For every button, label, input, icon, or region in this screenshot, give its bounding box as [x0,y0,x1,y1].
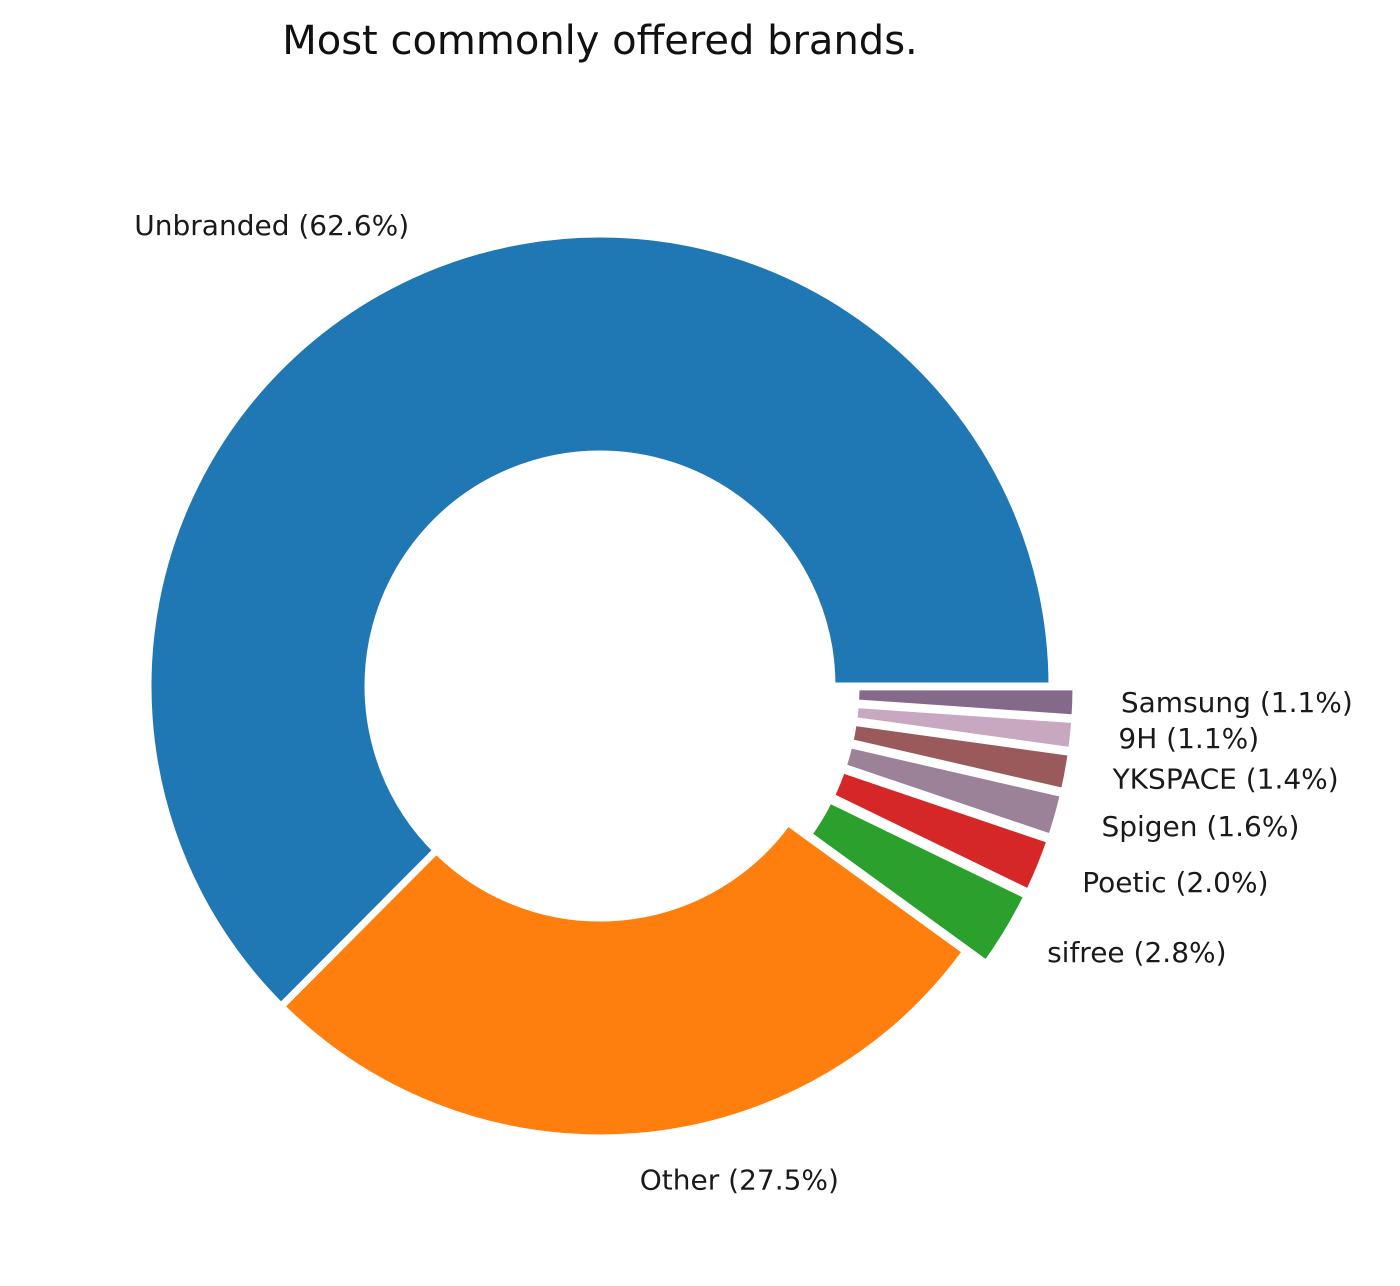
label-ykspace: YKSPACE (1.4%) [1112,762,1339,795]
label-samsung: Samsung (1.1%) [1121,686,1353,719]
label-9h: 9H (1.1%) [1118,722,1259,755]
donut-slices [148,234,1076,1138]
label-sifree: sifree (2.8%) [1047,936,1226,969]
label-spigen: Spigen (1.6%) [1101,810,1299,843]
label-unbranded: Unbranded (62.6%) [134,209,409,242]
label-other: Other (27.5%) [640,1164,839,1197]
label-poetic: Poetic (2.0%) [1082,866,1268,899]
